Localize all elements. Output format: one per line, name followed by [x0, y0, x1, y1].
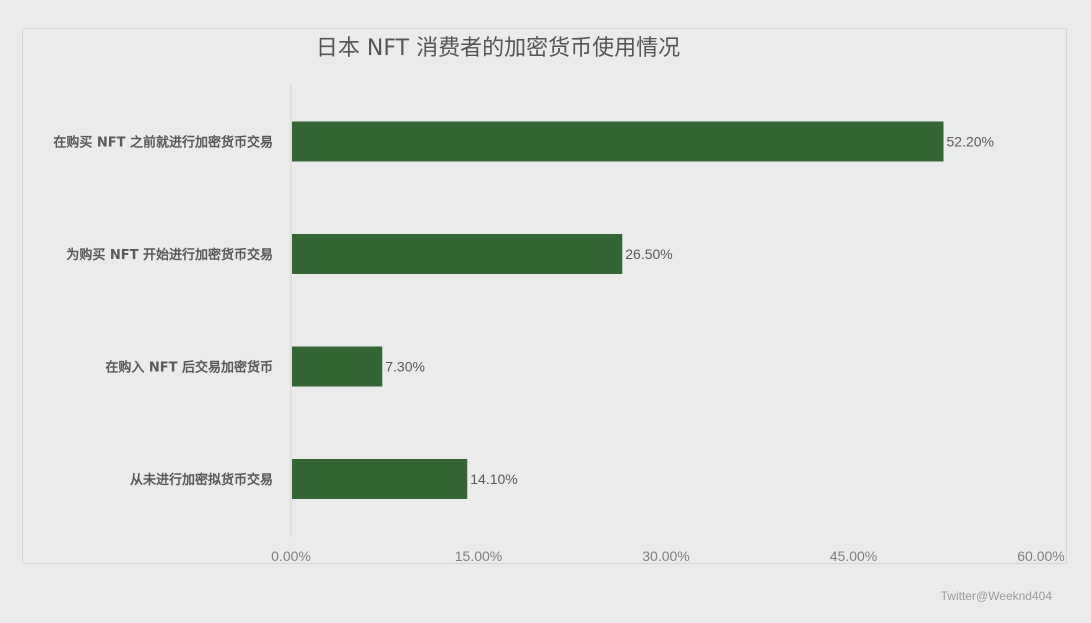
x-axis-ticks: 0.00% 15.00% 30.00% 45.00% 60.00% [271, 548, 1065, 564]
category-label: 在购入 NFT 后交易加密货币 [105, 360, 273, 376]
data-label: 52.20% [947, 134, 994, 150]
bars-group: 在购买 NFT 之前就进行加密货币交易 52.20% 为购买 NFT 开始进行加密货… [53, 121, 994, 499]
category-label: 从未进行加密拟货币交易 [130, 472, 273, 488]
x-tick-label: 30.00% [642, 548, 689, 564]
category-label: 为购买 NFT 开始进行加密货币交易 [66, 247, 273, 263]
x-tick-label: 60.00% [1017, 548, 1064, 564]
category-label: 在购买 NFT 之前就进行加密货币交易 [53, 135, 273, 151]
bar [292, 121, 944, 162]
bar [292, 234, 623, 274]
data-label: 7.30% [385, 359, 425, 375]
bar [292, 459, 468, 499]
x-tick-label: 45.00% [830, 548, 877, 564]
watermark: Twitter@Weeknd404 [940, 589, 1052, 603]
chart-title: 日本 NFT 消费者的加密货币使用情况 [316, 36, 680, 61]
x-tick-label: 0.00% [271, 548, 311, 564]
bar [292, 346, 383, 387]
x-tick-label: 15.00% [455, 548, 502, 564]
data-label: 14.10% [470, 471, 517, 487]
data-label: 26.50% [625, 246, 672, 262]
chart-frame [22, 28, 1067, 564]
